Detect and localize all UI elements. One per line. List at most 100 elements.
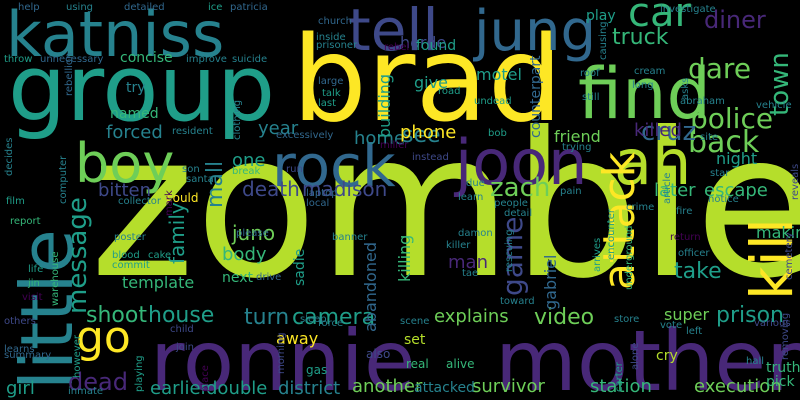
word-help: help [18, 2, 40, 13]
word-zach: zach [490, 173, 550, 203]
word-detailed: detailed [124, 2, 165, 13]
word-rock: rock [272, 132, 396, 200]
word-place: place [200, 365, 211, 392]
word-town: town [765, 52, 795, 116]
word-cry: cry [656, 348, 678, 364]
word-officer: officer [678, 248, 710, 259]
word-ah: ah [614, 126, 691, 199]
word-causing: causing [598, 21, 609, 60]
word-pain: pain [560, 186, 582, 197]
word-video: video [534, 305, 594, 330]
word-shoot: shoot [86, 303, 147, 328]
word-asks: asks [680, 78, 691, 100]
word-play: play [586, 8, 616, 24]
word-set: set [404, 332, 426, 348]
word-reveals: reveals [790, 164, 800, 200]
word-article: article [662, 173, 673, 204]
word-see: see [402, 123, 441, 148]
word-sleep: sleep [300, 314, 327, 325]
word-car: car [628, 0, 692, 36]
word-killer: killer [446, 240, 471, 251]
word-police: police [690, 102, 773, 135]
word-cemetery: cemetery [784, 232, 795, 280]
word-body: body [222, 244, 267, 265]
word-various: various [754, 318, 791, 329]
word-life: life [28, 264, 43, 275]
word-vehicle: vehicle [756, 100, 792, 111]
word-summary: summary [4, 350, 51, 361]
word-banner: banner [332, 232, 368, 243]
word-road: road [438, 86, 461, 97]
word-break: break [232, 166, 261, 177]
word-people: people [494, 198, 528, 209]
word-child: child [170, 324, 194, 335]
word-morning: morning [276, 332, 287, 374]
word-zombie: zombie [90, 90, 800, 323]
word-abandoned: abandoned [361, 242, 380, 332]
word-katniss: katniss [6, 0, 224, 71]
word-computer: computer [58, 155, 69, 204]
word-later: later [654, 180, 696, 201]
word-tell: tell [348, 0, 439, 64]
word-crime: crime [626, 202, 654, 213]
word-please: please [236, 228, 269, 239]
word-motel: motel [476, 65, 522, 84]
word-site: site [700, 132, 718, 143]
word-concise: concise [120, 50, 173, 66]
word-talk: talk [322, 88, 341, 99]
word-report: report [10, 216, 41, 227]
word-bitten: bitten [98, 180, 151, 201]
word-another: another [352, 376, 423, 397]
word-church: church [318, 16, 352, 27]
word-sadie: sadie [292, 249, 308, 286]
word-store: store [614, 314, 639, 325]
word-also: also [366, 347, 390, 361]
word-man: man [448, 252, 488, 273]
word-message: message [63, 197, 93, 314]
word-blood: blood [112, 250, 140, 261]
word-miller: miller [380, 140, 409, 151]
word-damon: damon [458, 228, 493, 239]
word-fire: fire [676, 206, 692, 217]
word-gabriel: gabriel [541, 255, 560, 310]
word-survivor: survivor [472, 376, 546, 397]
word-jin: jin [27, 278, 40, 289]
word-building: building [375, 74, 394, 138]
word-others: others [4, 316, 36, 327]
word-boy: boy [75, 132, 174, 195]
word-escape: escape [704, 180, 768, 201]
word-rescuing: rescuing [504, 229, 515, 272]
word-turn: turn [244, 305, 289, 330]
word-real: real [406, 357, 429, 371]
word-making: making [756, 223, 800, 242]
word-mall: mall [203, 161, 228, 208]
word-one: one [232, 150, 266, 171]
word-underground: underground [624, 226, 635, 291]
word-gas: gas [306, 363, 327, 377]
word-jung: jung [472, 0, 596, 64]
word-notice: notice [708, 194, 739, 205]
word-mark: mark [164, 190, 175, 216]
word-try: try [126, 80, 146, 96]
word-truck: truck [612, 25, 669, 50]
word-laptop: laptop [306, 188, 338, 199]
word-brad: brad [292, 10, 563, 148]
word-group: group [8, 35, 275, 142]
word-double: double [206, 378, 267, 399]
word-cruz: cruz [641, 117, 696, 147]
word-attacked: attacked [414, 380, 475, 396]
word-left: left [686, 326, 702, 337]
word-visit: visit [22, 292, 43, 303]
word-found: found [416, 38, 456, 54]
word-using: using [66, 2, 93, 13]
word-film: film [6, 196, 25, 207]
word-suicide: suicide [232, 54, 267, 65]
word-scene: scene [400, 316, 429, 327]
word-due: due [466, 178, 485, 189]
word-mother: mother [495, 312, 800, 400]
word-patricia: patricia [230, 2, 268, 13]
word-juno: juno [231, 221, 275, 245]
word-girl: girl [6, 378, 35, 399]
